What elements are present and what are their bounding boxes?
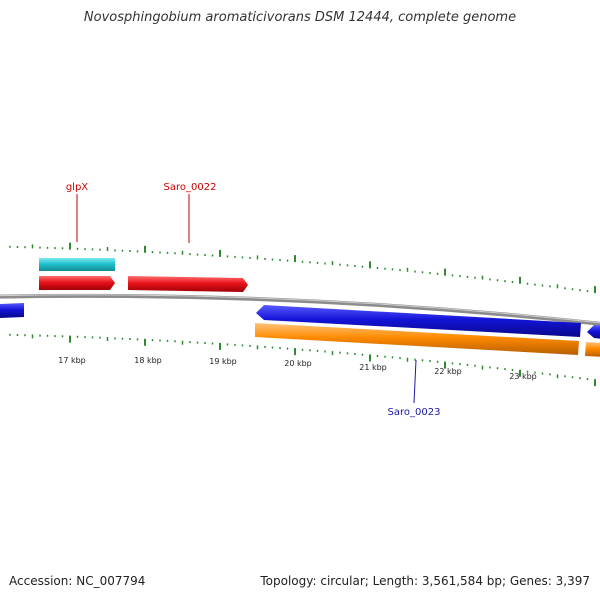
genome-summary-label: Topology: circular; Length: 3,561,584 bp…	[260, 574, 590, 588]
reverse-cds-right-fragment[interactable]	[587, 325, 600, 339]
scale-label: 18 kbp	[134, 356, 162, 365]
reverse-cds-left-fragment[interactable]	[0, 303, 24, 318]
genome-backbone-highlight	[0, 294, 600, 324]
orange-feature-bar-right[interactable]	[585, 342, 600, 357]
saro-0022-label[interactable]: Saro_0022	[164, 182, 217, 193]
saro-0023-cds-arrow[interactable]	[256, 305, 581, 337]
saro-0022-cds-arrow[interactable]	[128, 276, 248, 292]
orange-feature-bar[interactable]	[255, 323, 579, 355]
saro-0023-leader-line	[413, 359, 417, 404]
scale-label: 19 kbp	[209, 357, 237, 366]
genome-backbone	[0, 293, 600, 326]
glpX-gene-bar[interactable]	[39, 258, 115, 271]
scale-label: 22 kbp	[434, 367, 462, 376]
glpX-label[interactable]: glpX	[66, 182, 88, 193]
scale-label: 17 kbp	[58, 356, 86, 365]
saro-0023-label[interactable]: Saro_0023	[388, 407, 441, 418]
scale-label: 23 kbp	[509, 372, 537, 381]
scale-label: 21 kbp	[359, 363, 387, 372]
outer-tick-marks	[9, 242, 596, 294]
page-title: Novosphingobium aromaticivorans DSM 1244…	[83, 10, 517, 25]
glpX-cds-arrow[interactable]	[39, 276, 115, 290]
accession-label: Accession: NC_007794	[9, 574, 146, 588]
scale-label: 20 kbp	[284, 359, 312, 368]
inner-tick-marks	[9, 333, 596, 387]
